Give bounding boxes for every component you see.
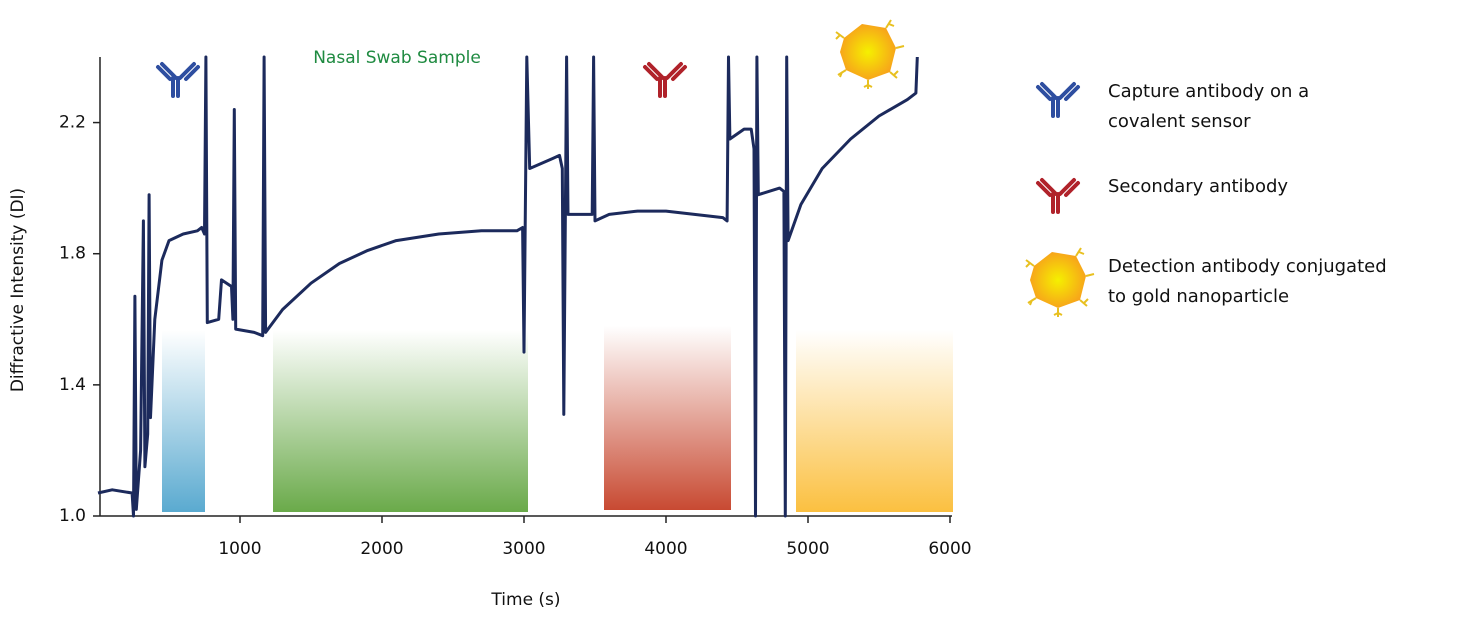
y-tick-label: 1.8 — [59, 244, 86, 264]
legend-text: covalent sensor — [1108, 111, 1251, 132]
band — [162, 330, 205, 512]
legend-icon — [1036, 178, 1080, 214]
x-tick-label: 1000 — [218, 539, 261, 559]
x-tick-label: 4000 — [644, 539, 687, 559]
x-tick-label: 5000 — [786, 539, 829, 559]
band — [796, 330, 953, 512]
x-tick-label: 6000 — [928, 539, 971, 559]
legend-icon — [1036, 82, 1080, 118]
band — [273, 330, 528, 512]
y-tick-label: 2.2 — [59, 113, 86, 133]
y-axis-label: Diffractive Intensity (DI) — [8, 188, 28, 392]
legend-text: to gold nanoparticle — [1108, 286, 1289, 307]
x-tick-label: 3000 — [502, 539, 545, 559]
capture-icon — [156, 62, 200, 98]
x-axis-label: Time (s) — [490, 590, 560, 610]
legend-text: Detection antibody conjugated — [1108, 256, 1387, 277]
line — [97, 55, 919, 518]
phase-bands — [162, 326, 953, 512]
x-tick-label: 2000 — [360, 539, 403, 559]
y-tick-label: 1.0 — [59, 506, 86, 526]
legend-text: Capture antibody on a — [1108, 81, 1309, 102]
secondary-icon — [643, 62, 687, 98]
legend-text: Secondary antibody — [1108, 176, 1288, 197]
annotation: Nasal Swab Sample — [313, 48, 481, 68]
nanoparticle-icon — [835, 19, 905, 90]
band — [604, 326, 731, 510]
y-tick-label: 1.4 — [59, 375, 86, 395]
legend-icon — [1025, 247, 1095, 318]
